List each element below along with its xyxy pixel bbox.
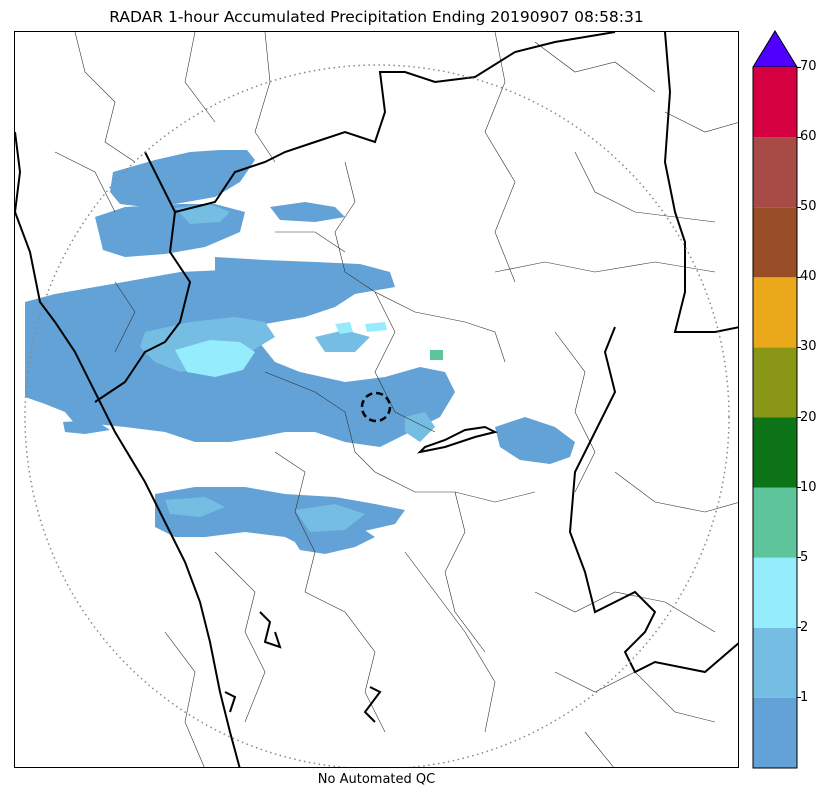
- precip-area-northeast: [270, 202, 345, 222]
- colorbar-band: [753, 67, 797, 138]
- state-border-north: [94, 151, 192, 403]
- precip-area-north: [110, 150, 255, 207]
- colorbar-band: [753, 627, 797, 698]
- colorbar-band: [753, 137, 797, 208]
- colorbar-tick-mark: [797, 487, 801, 489]
- colorbar-tick-label: 1: [800, 689, 809, 705]
- precip-area-small-w: [63, 420, 110, 434]
- colorbar-tick-label: 50: [800, 199, 817, 215]
- radar-map: [15, 32, 738, 767]
- colorbar-tick-label: 30: [800, 339, 817, 355]
- precip-area-central: [215, 257, 395, 294]
- precip-moderate-6: [405, 412, 435, 442]
- colorbar-tick-label: 5: [800, 549, 809, 565]
- colorbar-band: [753, 697, 797, 768]
- colorbar-tick-label: 40: [800, 269, 817, 285]
- colorbar-overflow-triangle: [752, 30, 798, 68]
- colorbar-tick-mark: [797, 697, 801, 699]
- radar-site-marker: [360, 391, 392, 423]
- colorbar-tick-label: 10: [800, 479, 817, 495]
- colorbar-tick-mark: [797, 557, 801, 559]
- precip-cell-3: [430, 350, 443, 360]
- colorbar-band: [753, 207, 797, 278]
- colorbar-band: [753, 487, 797, 558]
- state-boundaries: [15, 32, 738, 767]
- precipitation-field: [25, 150, 575, 554]
- colorbar-band: [753, 277, 797, 348]
- colorbar-tick-mark: [797, 136, 801, 138]
- colorbar-band: [753, 417, 797, 488]
- coastal-inlet: [416, 425, 498, 454]
- precip-moderate-3: [165, 497, 225, 517]
- colorbar-tick-label: 2: [800, 619, 809, 635]
- colorbar-band: [753, 557, 797, 628]
- precip-cell-1: [335, 322, 353, 334]
- colorbar: [752, 30, 798, 769]
- colorbar-tick-label: 70: [800, 59, 817, 74]
- radar-range-ring: [24, 64, 730, 767]
- precip-moderate-5: [315, 330, 370, 352]
- colorbar-tick-mark: [797, 346, 801, 348]
- coastline: [15, 131, 241, 767]
- precip-moderate-4: [295, 504, 365, 532]
- precip-heavy-1: [175, 340, 255, 377]
- district-boundaries: [54, 32, 738, 767]
- colorbar-tick-label: 20: [800, 409, 817, 425]
- colorbar-tick-mark: [797, 206, 801, 208]
- precip-area-south: [285, 522, 375, 554]
- colorbar-graphic: [752, 30, 798, 769]
- colorbar-tick-label: 60: [800, 129, 817, 145]
- precip-cell-2: [365, 322, 387, 332]
- qc-status-label: No Automated QC: [317, 772, 436, 787]
- precip-area-east: [495, 417, 575, 464]
- chart-title: RADAR 1-hour Accumulated Precipitation E…: [109, 8, 644, 26]
- colorbar-tick-mark: [797, 276, 801, 278]
- colorbar-tick-mark: [797, 417, 801, 418]
- colorbar-tick-mark: [797, 66, 801, 68]
- colorbar-band: [753, 347, 797, 418]
- colorbar-tick-mark: [797, 627, 801, 629]
- map-panel[interactable]: [14, 31, 739, 768]
